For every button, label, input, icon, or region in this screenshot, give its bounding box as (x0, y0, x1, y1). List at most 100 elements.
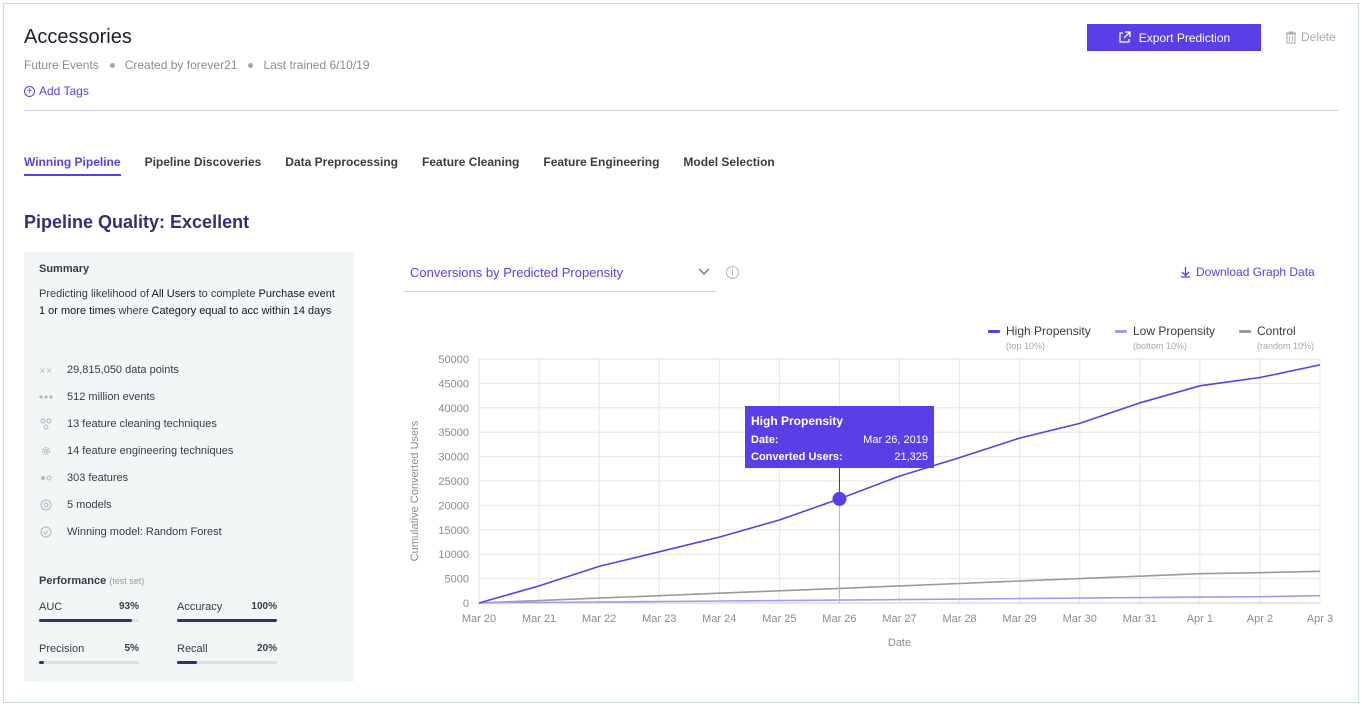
highlight-point (832, 491, 847, 506)
y-tick-label: 50000 (438, 354, 469, 366)
desc-text: to complete (195, 288, 259, 300)
metric-label: Recall (177, 643, 208, 655)
data-points-icon: ××× (39, 363, 53, 377)
check-circle-icon (39, 525, 53, 539)
add-tags-link[interactable]: + Add Tags (24, 84, 89, 98)
performance-heading: Performance (test set) (39, 575, 144, 587)
gear-icon (39, 444, 53, 458)
x-tick-label: Mar 22 (582, 613, 616, 625)
chart-type-selected: Conversions by Predicted Propensity (410, 265, 624, 280)
legend-swatch (1115, 330, 1127, 334)
legend-label: Low Propensity (1133, 324, 1216, 338)
legend-item-low[interactable]: Low Propensity (bottom 10%) (1115, 324, 1215, 351)
legend-item-high[interactable]: High Propensity (top 10%) (988, 324, 1091, 351)
legend-item-control[interactable]: Control (random 10%) (1239, 324, 1314, 351)
stat-data-points: ××× 29,815,050 data points (39, 363, 179, 377)
tab-model-selection[interactable]: Model Selection (683, 155, 775, 169)
stat-label: 5 models (67, 499, 112, 511)
conversion-chart: 0 5000 10000 15000 20000 25000 30000 35000 40000… (409, 354, 1333, 649)
tab-pipeline-discoveries[interactable]: Pipeline Discoveries (144, 155, 262, 169)
models-icon (39, 498, 53, 512)
tooltip-row: Converted Users: 21,325 (751, 449, 928, 466)
header-divider (24, 110, 1338, 111)
download-label: Download Graph Data (1196, 265, 1315, 279)
stat-engineering: 14 feature engineering techniques (39, 444, 233, 458)
tooltip-title: High Propensity (751, 414, 844, 428)
features-icon (39, 471, 53, 485)
stat-label: 29,815,050 data points (67, 364, 179, 376)
y-tick-label: 35000 (438, 427, 469, 439)
x-tick-label: Mar 26 (822, 613, 856, 625)
x-tick-label: Mar 20 (462, 613, 496, 625)
legend-sublabel: (top 10%) (1006, 341, 1046, 351)
chart-type-dropdown[interactable]: Conversions by Predicted Propensity (404, 260, 716, 292)
tab-bar: Winning Pipeline Pipeline Discoveries Da… (24, 155, 799, 176)
performance-note: (test set) (109, 576, 145, 586)
metric-auc: AUC 93% (39, 601, 139, 622)
external-link-icon (1119, 31, 1131, 43)
stat-cleaning: 13 feature cleaning techniques (39, 417, 217, 431)
metric-value: 5% (124, 643, 139, 654)
y-tick-label: 20000 (438, 500, 469, 512)
metric-bar (39, 661, 139, 664)
y-tick-label: 10000 (438, 549, 469, 561)
y-tick-label: 15000 (438, 525, 469, 537)
metric-label: AUC (39, 601, 63, 613)
stat-winning-model: Winning model: Random Forest (39, 525, 222, 539)
metric-bar (177, 661, 277, 664)
page-meta: Future Events Created by forever21 Last … (24, 58, 370, 72)
chevron-down-icon (698, 268, 710, 275)
series-line-low-propensity (478, 594, 1321, 604)
tab-feature-cleaning[interactable]: Feature Cleaning (422, 155, 520, 169)
tab-winning-pipeline[interactable]: Winning Pipeline (24, 155, 121, 176)
x-tick-label: Mar 29 (1003, 613, 1037, 625)
legend-swatch (1239, 330, 1251, 334)
y-tick-label: 25000 (438, 476, 469, 488)
tab-feature-engineering[interactable]: Feature Engineering (543, 155, 660, 169)
export-prediction-button[interactable]: Export Prediction (1087, 24, 1261, 51)
tooltip-label: Converted Users: (751, 451, 843, 463)
metric-bar-fill (39, 661, 44, 664)
metric-bar-fill (177, 619, 277, 622)
stat-label: 512 million events (67, 391, 156, 403)
delete-label: Delete (1301, 30, 1336, 44)
info-icon[interactable]: i (726, 266, 739, 279)
metric-value: 93% (118, 601, 139, 612)
cleaning-icon (39, 417, 53, 431)
metric-value: 20% (256, 643, 277, 654)
metric-bar (177, 619, 277, 622)
x-axis-label: Date (888, 637, 911, 649)
page-title: Accessories (24, 26, 132, 48)
stat-label: 303 features (67, 472, 129, 484)
download-icon (1181, 267, 1190, 278)
x-tick-label: Mar 25 (762, 613, 796, 625)
x-tick-label: Mar 31 (1123, 613, 1157, 625)
x-tick-label: Mar 21 (522, 613, 556, 625)
meta-type: Future Events (24, 58, 99, 72)
meta-separator (109, 62, 115, 68)
summary-heading: Summary (39, 263, 90, 275)
metric-bar (39, 619, 139, 622)
add-tags-label: Add Tags (39, 84, 89, 98)
download-graph-data-link[interactable]: Download Graph Data (1180, 265, 1315, 279)
stat-label: Winning model: Random Forest (67, 526, 222, 538)
metric-label: Precision (39, 643, 85, 655)
x-tick-label: Mar 27 (882, 613, 916, 625)
tab-data-preprocessing[interactable]: Data Preprocessing (285, 155, 399, 169)
summary-description: Predicting likelihood of All Users to co… (39, 286, 344, 320)
y-axis-label: Cumulative Converted Users (409, 420, 421, 561)
x-tick-label: Mar 24 (702, 613, 736, 625)
meta-separator (248, 62, 254, 68)
delete-button[interactable]: Delete (1286, 30, 1336, 44)
stat-models: 5 models (39, 498, 112, 512)
x-tick-label: Apr 2 (1247, 613, 1273, 625)
stat-label: 13 feature cleaning techniques (67, 418, 217, 430)
metric-label: Accuracy (177, 601, 223, 613)
y-tick-label: 40000 (438, 403, 469, 415)
legend-sublabel: (random 10%) (1257, 341, 1315, 351)
y-tick-label: 45000 (438, 378, 469, 390)
export-prediction-label: Export Prediction (1138, 30, 1231, 45)
performance-label: Performance (39, 575, 107, 587)
pipeline-quality-heading: Pipeline Quality: Excellent (24, 212, 250, 232)
meta-creator: Created by forever21 (124, 58, 238, 72)
